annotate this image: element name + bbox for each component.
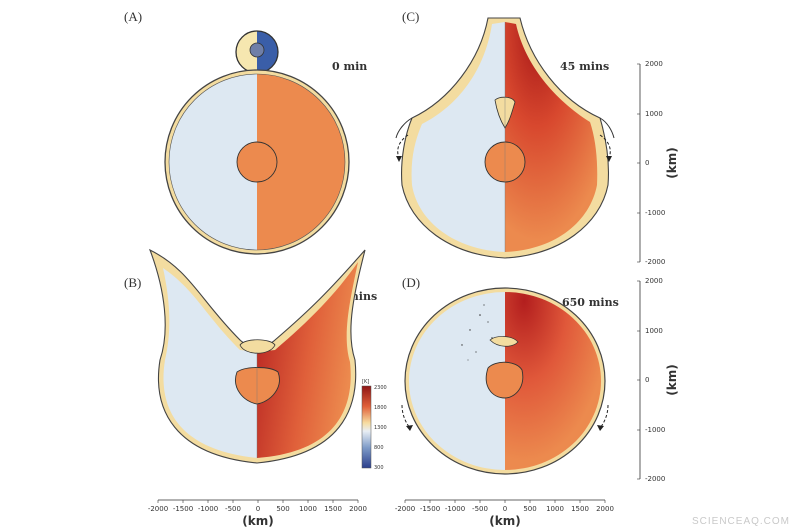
- reformed-body-d: [404, 287, 606, 475]
- y-tick-label: 2000: [645, 277, 663, 285]
- panel-c-time: 45 mins: [560, 60, 609, 73]
- panel-b-label: (B): [124, 275, 141, 290]
- x-axis-d: -2000 -1500 -1000 -500 0 500 1000 1500 2…: [395, 499, 614, 528]
- panel-a-label: (A): [124, 9, 142, 24]
- panel-a: (A) 0 min: [124, 9, 367, 255]
- x-tick-label: 500: [523, 505, 536, 513]
- panel-d: (D) 650 mins: [395, 275, 679, 528]
- x-tick-label: 0: [503, 505, 507, 513]
- x-axis-unit: (km): [242, 514, 273, 528]
- deformed-body-b: [148, 248, 366, 464]
- arrowhead-icon: [396, 156, 402, 162]
- arrowhead-icon: [406, 425, 413, 431]
- x-tick-label: -2000: [395, 505, 415, 513]
- y-tick-label: 1000: [645, 327, 663, 335]
- panel-d-time: 650 mins: [562, 296, 619, 309]
- x-tick-label: -1500: [420, 505, 440, 513]
- impactor-body: [235, 30, 279, 74]
- colorbar-tick: 2300: [374, 385, 387, 391]
- y-axis-c: 2000 1000 0 -1000 -2000 (km): [637, 60, 679, 266]
- target-body: [164, 69, 350, 255]
- x-tick-label: 1000: [299, 505, 317, 513]
- y-tick-label: -2000: [645, 475, 665, 483]
- y-tick-label: 0: [645, 159, 649, 167]
- arrowhead-icon: [606, 156, 612, 162]
- watermark: SCIENCEAQ.COM: [692, 516, 790, 527]
- panel-c: (C) 45 mins: [395, 9, 679, 266]
- panel-b: (B) 10 mins [K] 2300 1800 1300 800 300: [124, 248, 387, 528]
- x-tick-label: -2000: [148, 505, 168, 513]
- y-axis-d: 2000 1000 0 -1000 -2000 (km): [637, 277, 679, 483]
- deformed-body-c: [395, 17, 615, 259]
- colorbar-unit: [K]: [362, 379, 369, 385]
- x-tick-label: -500: [472, 505, 488, 513]
- panel-a-time: 0 min: [332, 60, 367, 73]
- temperature-colorbar: [K] 2300 1800 1300 800 300: [361, 379, 387, 471]
- x-tick-label: 1000: [546, 505, 564, 513]
- x-axis-b: -2000 -1500 -1000 -500 0 500 1000 1500 2…: [148, 499, 367, 528]
- panel-d-label: (D): [402, 275, 420, 290]
- colorbar-tick: 1300: [374, 425, 387, 431]
- y-tick-label: 1000: [645, 110, 663, 118]
- x-axis-unit: (km): [489, 514, 520, 528]
- y-tick-label: -1000: [645, 426, 665, 434]
- x-tick-label: 0: [256, 505, 260, 513]
- x-tick-label: -500: [225, 505, 241, 513]
- y-tick-label: 0: [645, 376, 649, 384]
- colorbar-tick: 800: [374, 445, 384, 451]
- colorbar-tick: 300: [374, 465, 384, 471]
- y-tick-label: -1000: [645, 209, 665, 217]
- y-axis-unit: (km): [665, 147, 679, 178]
- x-tick-label: 2000: [349, 505, 367, 513]
- arrowhead-icon: [597, 425, 604, 431]
- x-tick-label: 2000: [596, 505, 614, 513]
- x-tick-label: -1000: [198, 505, 218, 513]
- y-axis-unit: (km): [665, 364, 679, 395]
- rotation-arrows-d: [401, 404, 609, 431]
- x-tick-label: -1500: [173, 505, 193, 513]
- x-tick-label: -1000: [445, 505, 465, 513]
- colorbar-tick: 1800: [374, 405, 387, 411]
- y-tick-label: 2000: [645, 60, 663, 68]
- x-tick-label: 1500: [324, 505, 342, 513]
- x-tick-label: 500: [276, 505, 289, 513]
- panel-c-label: (C): [402, 9, 419, 24]
- y-tick-label: -2000: [645, 258, 665, 266]
- x-tick-label: 1500: [571, 505, 589, 513]
- rotation-arrows-c: [396, 134, 612, 162]
